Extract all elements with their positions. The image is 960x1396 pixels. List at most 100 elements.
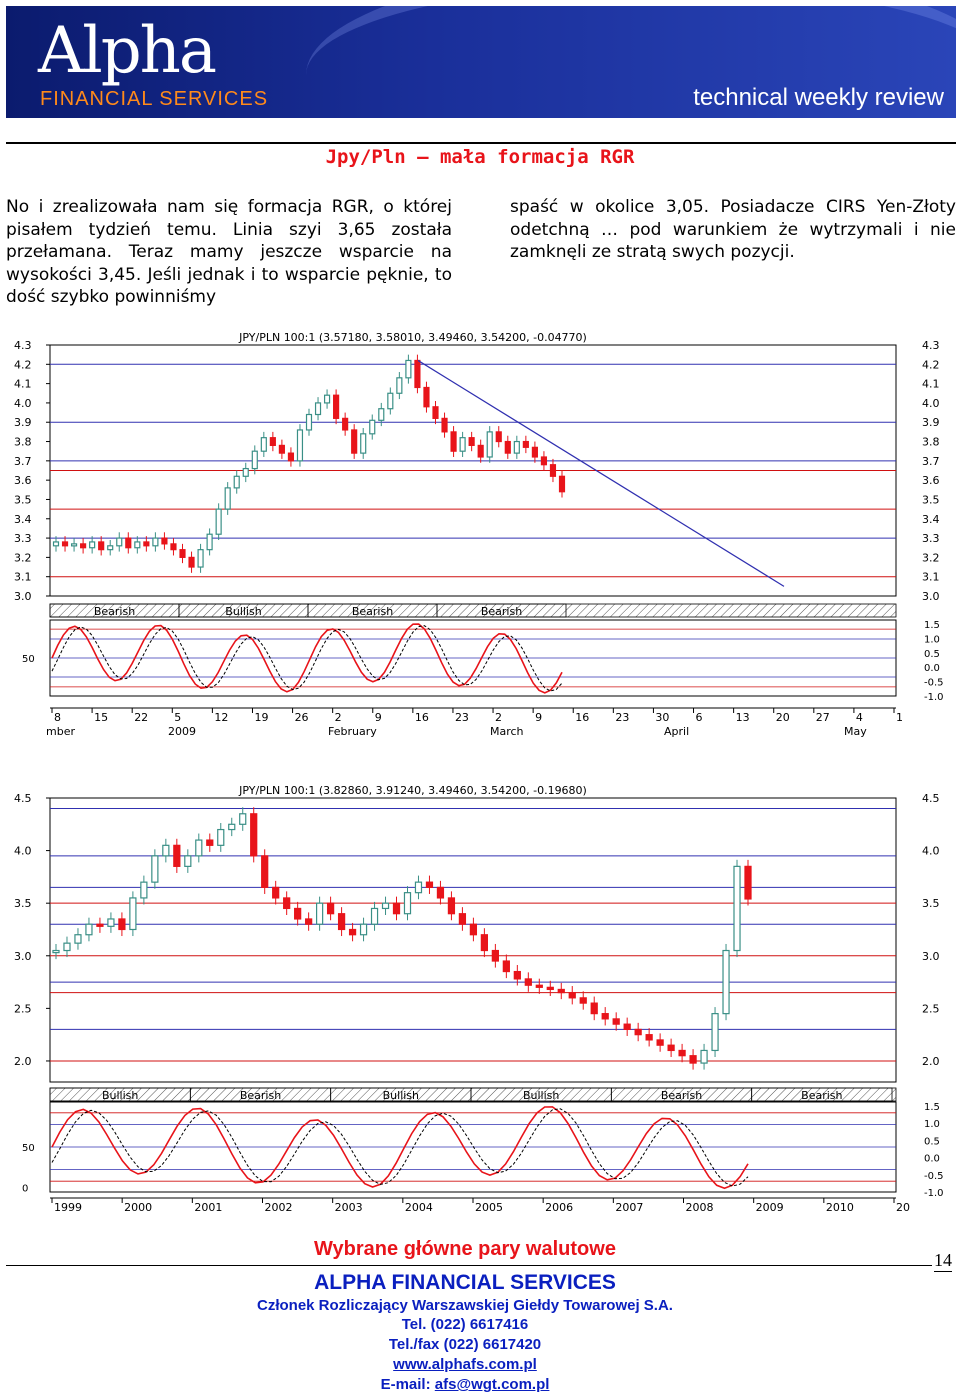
candle-down: [206, 839, 214, 846]
x-tick-label: 20: [776, 711, 790, 724]
y-tick-label-left: 3.6: [14, 474, 32, 487]
y-tick-label-right: 3.3: [922, 532, 940, 545]
header-banner: Alpha FINANCIAL SERVICES technical weekl…: [6, 6, 956, 118]
x-tick-label: 23: [615, 711, 629, 724]
osc-tick-right: -0.5: [924, 1171, 944, 1182]
candle-up: [711, 1013, 719, 1052]
chart-title: JPY/PLN 100:1 (3.82860, 3.91240, 3.49460…: [238, 784, 587, 797]
candle-down: [272, 886, 280, 899]
candle-down: [522, 440, 529, 448]
x-tick-label: 8: [54, 711, 61, 724]
y-tick-label-left: 3.0: [14, 950, 32, 963]
signal-bar: [49, 603, 897, 618]
y-tick-label-left: 3.0: [14, 590, 32, 603]
candle-down: [118, 918, 126, 931]
candle-down: [601, 1013, 609, 1020]
candle-down: [678, 1049, 686, 1057]
osc-tick-right: 1.0: [924, 1119, 940, 1130]
candle-up: [396, 377, 403, 394]
candle-up: [314, 402, 322, 416]
candle-up: [195, 839, 203, 857]
top-rule: [6, 142, 956, 144]
candle-down: [546, 986, 554, 991]
candle-down: [294, 907, 302, 920]
candle-down: [432, 406, 439, 419]
x-tick-label: 1: [896, 711, 903, 724]
y-tick-label-right: 4.3: [922, 339, 940, 352]
candle-down: [495, 431, 502, 443]
footer-rule: [6, 1265, 932, 1266]
trendline: [417, 359, 785, 587]
candle-up: [206, 533, 213, 551]
signal-label: Bearish: [352, 605, 393, 618]
signal-label: Bullish: [523, 1089, 559, 1102]
month-label: March: [490, 725, 524, 738]
footer-fax: Tel./fax (022) 6617420: [388, 1336, 542, 1353]
x-tick-label: 2000: [124, 1201, 152, 1212]
y-tick-label-right: 4.2: [922, 358, 940, 371]
chart-title: JPY/PLN 100:1 (3.57180, 3.58010, 3.49460…: [238, 331, 587, 344]
x-tick-label: 16: [415, 711, 429, 724]
signal-label: Bullish: [383, 1089, 419, 1102]
candle-down: [549, 464, 557, 477]
candle-down: [540, 456, 548, 466]
signal-label: Bearish: [481, 605, 522, 618]
y-tick-label-left: 3.5: [14, 493, 32, 506]
x-tick-label: 20: [896, 1201, 910, 1212]
candle-up: [228, 823, 236, 831]
x-tick-label: 12: [214, 711, 228, 724]
osc-tick-right: 0.5: [924, 649, 940, 660]
candle-down: [502, 960, 510, 973]
footer-website-link[interactable]: www.alphafs.com.pl: [393, 1356, 537, 1373]
month-label: mber: [46, 725, 75, 738]
candle-down: [524, 978, 532, 986]
candle-up: [733, 865, 741, 952]
candle-down: [337, 913, 346, 931]
candle-down: [333, 394, 340, 419]
candle-down: [447, 897, 456, 915]
candle-down: [342, 417, 349, 431]
x-tick-label: 30: [655, 711, 669, 724]
x-tick-label: 4: [856, 711, 863, 724]
candle-up: [197, 549, 204, 568]
osc-tick-right: 0.0: [924, 663, 940, 674]
candle-up: [152, 537, 159, 547]
yearly-chart: JPY/PLN 100:1 (3.82860, 3.91240, 3.49460…: [14, 784, 944, 1212]
company-logo: Alpha: [38, 14, 217, 88]
candle-up: [513, 440, 520, 454]
candle-down: [161, 537, 168, 545]
candle-down: [480, 934, 489, 952]
x-tick-label: 2006: [545, 1201, 573, 1212]
candle-up: [215, 508, 222, 535]
candle-up: [305, 413, 313, 431]
signal-label: Bullish: [225, 605, 261, 618]
candle-down: [98, 541, 105, 551]
email-link[interactable]: afs@wgt.com.pl: [434, 1376, 550, 1393]
body-column-right: spaść w okolice 3,05. Posiadacze CIRS Ye…: [510, 197, 956, 263]
x-tick-label: 2002: [265, 1201, 293, 1212]
candle-down: [458, 913, 467, 925]
candle-down: [287, 452, 295, 462]
candle-down: [469, 923, 478, 936]
signal-label: Bearish: [661, 1089, 702, 1102]
candle-up: [370, 907, 379, 925]
osc-tick-right: -1.0: [924, 1188, 944, 1199]
candle-down: [590, 1002, 598, 1015]
candle-down: [80, 543, 87, 549]
y-tick-label-left: 4.1: [14, 378, 32, 391]
x-tick-label: 5: [174, 711, 181, 724]
page-number: 14: [934, 1250, 952, 1272]
candle-down: [568, 991, 576, 999]
candle-down: [170, 543, 177, 551]
x-tick-label: 2: [495, 711, 502, 724]
candle-down: [143, 541, 150, 547]
candle-down: [179, 549, 186, 558]
candle-up: [239, 813, 247, 825]
candle-up: [233, 475, 240, 489]
candle-up: [184, 855, 192, 867]
y-tick-label-right: 3.2: [922, 551, 940, 564]
signal-label: Bearish: [94, 605, 135, 618]
y-tick-label-left: 4.2: [14, 358, 32, 371]
osc-tick-left: 50: [22, 654, 35, 665]
x-tick-label: 26: [295, 711, 309, 724]
